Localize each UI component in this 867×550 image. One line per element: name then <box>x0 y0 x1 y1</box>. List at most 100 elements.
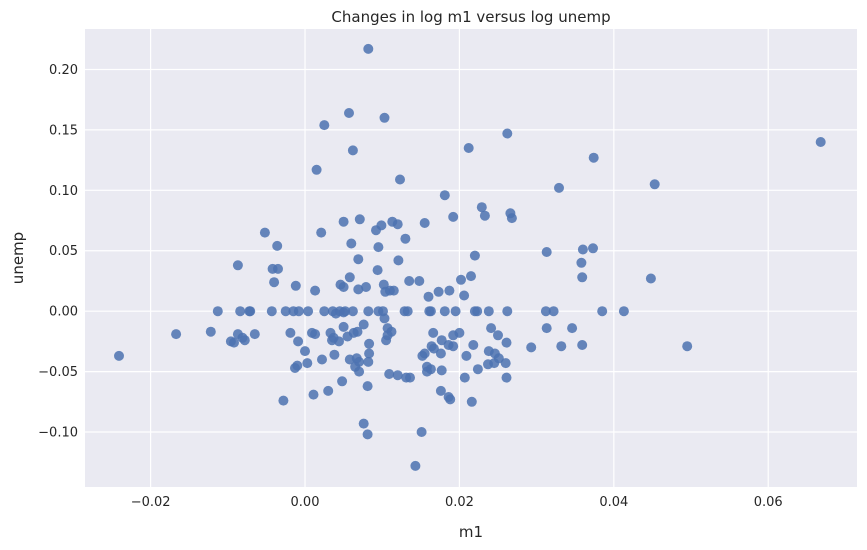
data-point <box>435 385 446 396</box>
data-point <box>363 43 374 54</box>
data-point <box>466 271 476 282</box>
data-point <box>468 340 479 350</box>
data-point <box>293 336 304 347</box>
data-point <box>428 343 439 354</box>
data-point <box>363 306 374 317</box>
data-point <box>476 202 487 213</box>
data-point <box>428 327 439 338</box>
data-point <box>501 372 512 383</box>
data-point <box>381 335 392 346</box>
data-point <box>273 263 283 274</box>
data-point <box>502 128 513 139</box>
data-points <box>114 43 826 471</box>
data-point <box>405 372 415 383</box>
data-point <box>379 313 390 324</box>
data-point <box>404 276 415 286</box>
data-point <box>338 216 349 227</box>
data-point <box>346 238 357 249</box>
data-point <box>319 120 330 131</box>
data-point <box>310 285 321 296</box>
y-tick-label: 0.15 <box>49 123 78 138</box>
data-point <box>444 285 455 296</box>
data-point <box>395 174 405 185</box>
data-point <box>588 152 599 163</box>
data-point <box>554 182 564 193</box>
data-point <box>352 326 363 337</box>
data-point <box>388 285 399 296</box>
data-point <box>445 394 456 405</box>
data-point <box>448 341 459 352</box>
data-point <box>597 306 608 317</box>
data-point <box>334 336 344 347</box>
data-point <box>347 145 358 156</box>
data-point <box>259 227 270 238</box>
data-point <box>439 306 450 317</box>
data-point <box>526 342 537 353</box>
data-point <box>540 306 551 317</box>
data-point <box>342 331 353 342</box>
data-point <box>353 254 364 265</box>
y-tick-labels: −0.10 −0.05 0.00 0.05 0.10 0.15 0.20 <box>38 63 78 441</box>
data-point <box>308 389 319 400</box>
data-point <box>354 214 365 225</box>
data-point <box>114 350 124 361</box>
x-tick-label: 0.06 <box>754 495 783 510</box>
data-point <box>362 381 373 392</box>
data-point <box>815 137 826 147</box>
data-point <box>293 306 304 317</box>
data-point <box>344 108 354 118</box>
data-point <box>285 327 296 338</box>
data-point <box>371 225 381 236</box>
data-point <box>548 306 559 317</box>
data-point <box>323 385 334 396</box>
data-point <box>280 306 291 317</box>
data-point <box>364 338 375 349</box>
data-point <box>310 329 321 340</box>
data-point <box>330 308 341 319</box>
y-tick-label: −0.05 <box>38 365 78 380</box>
data-point <box>235 306 246 317</box>
data-point <box>463 143 474 153</box>
data-point <box>486 323 497 334</box>
data-point <box>266 306 277 317</box>
data-point <box>338 307 349 318</box>
data-point <box>402 306 413 317</box>
data-point <box>502 306 513 317</box>
data-point <box>311 164 322 175</box>
data-point <box>448 211 459 222</box>
data-point <box>649 179 660 190</box>
data-point <box>576 257 587 268</box>
data-point <box>338 321 349 332</box>
y-tick-label: 0.10 <box>49 184 78 199</box>
y-tick-label: 0.00 <box>49 305 78 320</box>
data-point <box>416 427 427 437</box>
data-point <box>292 360 303 371</box>
data-point <box>588 243 598 254</box>
data-point <box>384 369 395 379</box>
data-point <box>419 218 430 228</box>
data-point <box>269 277 280 288</box>
data-point <box>354 366 365 377</box>
x-tick-label: 0.04 <box>599 495 628 510</box>
data-point <box>229 337 239 348</box>
data-point <box>577 272 588 283</box>
data-point <box>400 233 411 244</box>
data-point <box>483 306 494 317</box>
data-point <box>448 330 459 341</box>
data-point <box>493 330 503 341</box>
data-point <box>380 286 391 297</box>
data-point <box>278 395 289 406</box>
data-point <box>300 346 310 357</box>
data-point <box>338 282 349 292</box>
data-point <box>232 260 243 271</box>
data-point <box>245 306 256 317</box>
data-point <box>567 323 578 334</box>
data-point <box>435 348 446 359</box>
data-point <box>472 364 483 375</box>
data-point <box>319 306 330 317</box>
y-axis-label: unemp <box>9 232 27 284</box>
data-point <box>358 319 369 330</box>
data-point <box>459 290 470 301</box>
data-point <box>469 250 480 261</box>
